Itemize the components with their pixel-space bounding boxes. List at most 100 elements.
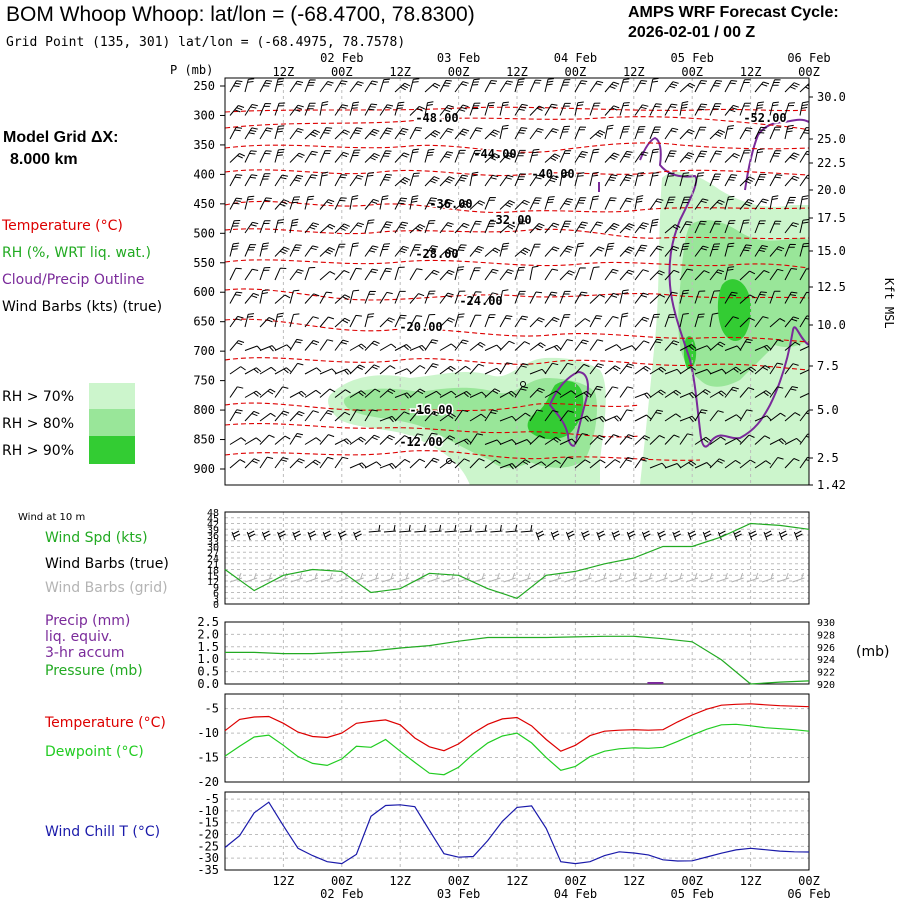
wind-barb [424,82,441,93]
wind-barb [499,439,517,445]
p2-rtick: 930 [817,618,835,629]
wind-barb [574,318,591,328]
wind-barb-grid [579,572,592,583]
wind-barb-grid [701,572,714,583]
wind-barb [244,345,262,351]
wind-barb [259,388,276,398]
wind-barb [559,410,574,422]
wind-barb [769,174,783,187]
wind-barb-true [778,530,788,541]
wind-barb [679,289,690,304]
wind-barb [769,126,782,140]
pressure-tick-label: 450 [193,197,215,211]
wind-barb-grid [777,572,790,583]
wind-barb [619,102,630,116]
wind-barb [559,456,574,469]
wind-barb [529,461,547,469]
wind-barb [484,459,501,469]
wind-barb [664,150,677,163]
wind-barb [229,340,245,351]
bottom-hour-label: 12Z [506,874,528,888]
wind-barb [649,270,665,281]
wind-barb [679,221,693,234]
wind-barb [349,174,364,187]
wind-barb [394,127,409,140]
wind-barb [529,342,546,351]
wind-barb-grid [336,572,349,583]
p2-rtick: 924 [817,655,835,666]
wind-barb [754,81,770,93]
wind-barb [544,103,558,116]
wind-barb [484,220,497,234]
pressure-tick-label: 750 [193,374,215,388]
wind-barb [319,456,334,469]
wind-barb [469,220,482,234]
wind-barb [679,391,697,399]
top-date-label: 02 Feb [320,51,363,65]
bottom-hour-label: 00Z [448,874,470,888]
wind-barb [754,101,764,116]
wind-barb [229,315,244,328]
wind-barb-true [459,524,473,533]
wind-barb [589,434,605,445]
wind-barb [529,105,545,116]
wind-barb [604,242,615,257]
wind-barb-grid [609,572,623,583]
wind-barb [799,345,809,351]
wind-barb [424,290,436,304]
temperature-contours [225,106,809,461]
wind-barb [604,365,621,375]
forecast-cycle-label: AMPS WRF Forecast Cycle: [628,4,839,21]
wind-barb [319,81,334,93]
wind-barb [259,127,273,140]
wind-barb [469,413,487,422]
wind-barb [394,221,409,234]
wind-barb [499,242,510,257]
wind-barb [769,246,785,257]
wind-barb-true [702,530,712,541]
height-tick-label: 22.5 [817,156,846,170]
wind-barb [604,222,620,234]
wind-barb [574,242,585,257]
wind-barb [604,386,619,398]
wind-barb [484,388,501,398]
wind-barb [424,457,440,469]
wind-barb [604,81,620,93]
wind-barb-true [657,530,666,541]
wind-barb [469,433,484,445]
wind-barb [769,362,784,375]
wind-barb [709,290,721,304]
wind-barb [754,173,767,187]
wind-barb [274,125,285,140]
pressure-tick-label: 700 [193,344,215,358]
wind-barb [319,150,332,163]
wind-barb [454,409,469,422]
wind-barb-true [246,530,256,541]
wind-barb [499,174,514,187]
wind-barb [739,79,751,93]
wind-barb [604,415,622,422]
wind-barb [454,222,470,234]
dew-label: Dewpoint (°C) [45,744,144,760]
forecast-cycle-value: 2026-02-01 / 00 Z [628,24,755,41]
wind-barb [559,270,575,281]
isotherm-minus28 [225,259,809,269]
wind-barb-grid [381,572,395,583]
wind-barb [754,390,772,398]
wind-barb [409,410,425,422]
wind-barb [424,130,441,140]
wind-barb [724,291,738,304]
wind-barb [394,152,410,163]
wind-barb [619,289,629,304]
wind-barb [259,412,276,422]
wind-barb [724,316,739,328]
wind-barb [334,368,352,375]
wind-barb-grid [366,572,379,583]
wind-barb [784,341,801,351]
cross-section-panel: -48.00 -52.00-44.00-40.00-36.00-32.00-28.… [193,77,896,492]
wind-barb [364,103,378,116]
bottom-time-axis: 12Z 00Z 12Z 00Z 12Z 00Z 12Z 00Z 12Z 00Z 02 Feb 03 … [273,874,831,900]
wind-barb [739,270,756,281]
wind-barb [244,104,258,116]
wind-barb [409,223,426,234]
